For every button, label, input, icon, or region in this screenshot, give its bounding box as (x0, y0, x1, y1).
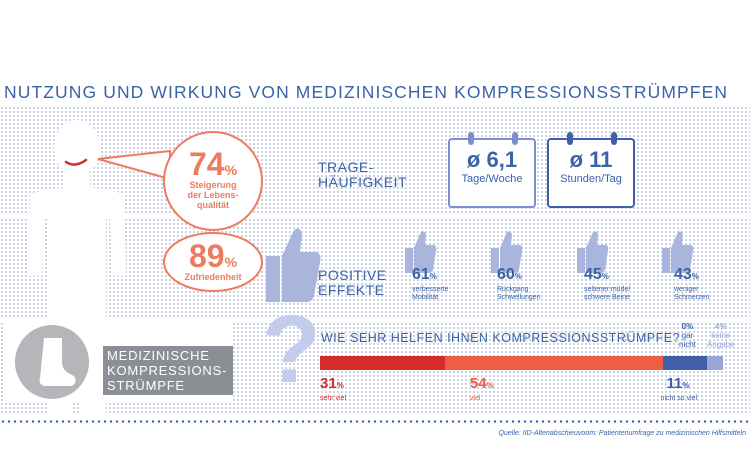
effect-4-line1: weniger (674, 286, 699, 293)
effects-label-line2: EFFEKTE (318, 282, 385, 298)
thumbs-up-icon (405, 231, 437, 273)
wearing-label-line1: TRAGE- (318, 159, 374, 175)
quality-unit: % (224, 162, 238, 178)
help-bar-label: sehr viel (320, 395, 347, 402)
satisfaction-unit: % (224, 254, 238, 270)
product-line3: STRÜMPFE (107, 378, 185, 393)
quality-circle: 74% Steigerung der Lebens- qualität (163, 131, 263, 231)
effect-1-line1: verbesserte (412, 286, 449, 293)
effect-4-line2: Schmerzen (674, 294, 710, 301)
effect-4-number: 43 (674, 266, 692, 283)
effect-3-line1: seltener müde/ (584, 286, 631, 293)
stocking-logo-icon (15, 325, 89, 399)
effects-label-line1: POSITIVE (318, 267, 387, 283)
help-bar-label: viel (469, 395, 481, 402)
help-bar-value: 54% (470, 375, 494, 392)
effect-1-line2: Mobilität (412, 294, 439, 301)
satisfaction-circle: 89% Zufriedenheit (163, 232, 263, 292)
help-minor-line2: nicht (679, 340, 696, 349)
effect-label-4: weniger Schmerzen (674, 286, 709, 302)
product-label: MEDIZINISCHE KOMPRESSIONS- STRÜMPFE (103, 346, 233, 395)
calendar-ring-icon (512, 132, 518, 145)
help-minor-line2: Angabe (707, 340, 735, 349)
effect-value-4: 43% (674, 266, 699, 284)
thumbs-up-icon (662, 231, 694, 273)
thumbs-up-icon (577, 231, 609, 273)
effect-value-2: 60% (497, 266, 522, 284)
bottom-rule (0, 420, 750, 423)
effect-label-2: Rückgang Schwellungen (497, 286, 541, 302)
satisfaction-label: Zufriedenheit (184, 272, 242, 282)
help-bar-number: 31 (320, 375, 337, 392)
effect-2-line1: Rückgang (497, 286, 529, 293)
hours-value: ø 11 (569, 147, 613, 172)
help-bar-segment (444, 356, 663, 370)
page-title: NUTZUNG UND WIRKUNG VON MEDIZINISCHEN KO… (4, 82, 729, 102)
help-minor-value: 4% keine Angabe (707, 322, 735, 349)
effect-3-line2: schwere Beine (584, 294, 630, 301)
help-minor-value: 0% gar nicht (679, 322, 696, 349)
calendar-ring-icon (611, 132, 617, 145)
quality-label-1: Steigerung (189, 180, 237, 190)
wearing-label-line2: HÄUFIGKEIT (318, 174, 408, 190)
wearing-label: TRAGE- HÄUFIGKEIT (318, 160, 407, 190)
effects-label: POSITIVE EFFEKTE (318, 268, 387, 298)
effect-3-number: 45 (584, 266, 602, 283)
help-minor-line1: gar (681, 331, 694, 340)
effect-4-unit: % (691, 272, 699, 281)
quality-value: 74 (188, 146, 225, 182)
hours-unit: Stunden/Tag (560, 173, 622, 185)
calendar-ring-icon (468, 132, 474, 145)
help-bar-unit: % (486, 381, 494, 390)
quality-label-2: der Lebens- (187, 190, 239, 200)
effect-2-line2: Schwellungen (497, 294, 541, 301)
help-bar-unit: % (336, 381, 344, 390)
quality-label-3: qualität (196, 200, 229, 210)
product-line2: KOMPRESSIONS- (107, 363, 228, 378)
effect-label-3: seltener müde/ schwere Beine (584, 286, 630, 302)
effect-3-unit: % (601, 272, 609, 281)
effect-2-number: 60 (497, 266, 515, 283)
help-minor-line1: keine (711, 331, 731, 340)
calendar-ring-icon (567, 132, 573, 145)
help-bar-segment (662, 356, 707, 370)
help-minor-number: 4% (715, 322, 727, 331)
effect-1-number: 61 (412, 266, 430, 283)
calendar-hours: ø 11 Stunden/Tag (547, 132, 635, 208)
help-minor-number: 0% (681, 322, 694, 331)
help-question: WIE SEHR HELFEN IHNEN KOMPRESSIONSSTRÜMP… (321, 331, 681, 345)
help-bar-number: 54 (469, 375, 487, 392)
effect-value-1: 61% (412, 266, 437, 284)
days-unit: Tage/Woche (461, 173, 523, 185)
product-line1: MEDIZINISCHE (107, 348, 210, 363)
divider (0, 214, 750, 218)
help-bar-segment (320, 356, 445, 370)
help-bar-label: nicht so viel (660, 395, 698, 402)
effect-2-unit: % (514, 272, 522, 281)
thumbs-up-icon (491, 231, 523, 273)
divider (0, 318, 750, 321)
effect-label-1: verbesserte Mobilität (412, 286, 449, 302)
help-bar-value: 31% (320, 375, 344, 392)
help-bar-segment (706, 356, 723, 370)
help-bar-number: 11 (666, 375, 683, 392)
thumbs-up-large-icon (266, 228, 321, 302)
help-bar-unit: % (682, 381, 690, 390)
question-mark-icon: ? (262, 296, 321, 403)
calendar-days: ø 6,1 Tage/Woche (448, 132, 536, 208)
effect-value-3: 45% (584, 266, 609, 284)
satisfaction-value: 89 (188, 238, 225, 274)
effect-1-unit: % (429, 272, 437, 281)
help-bar-value: 11% (667, 375, 690, 392)
days-value: ø 6,1 (466, 147, 518, 172)
source-note: Quelle: IID-Altenabschieuvoom: Patienten… (498, 430, 746, 437)
